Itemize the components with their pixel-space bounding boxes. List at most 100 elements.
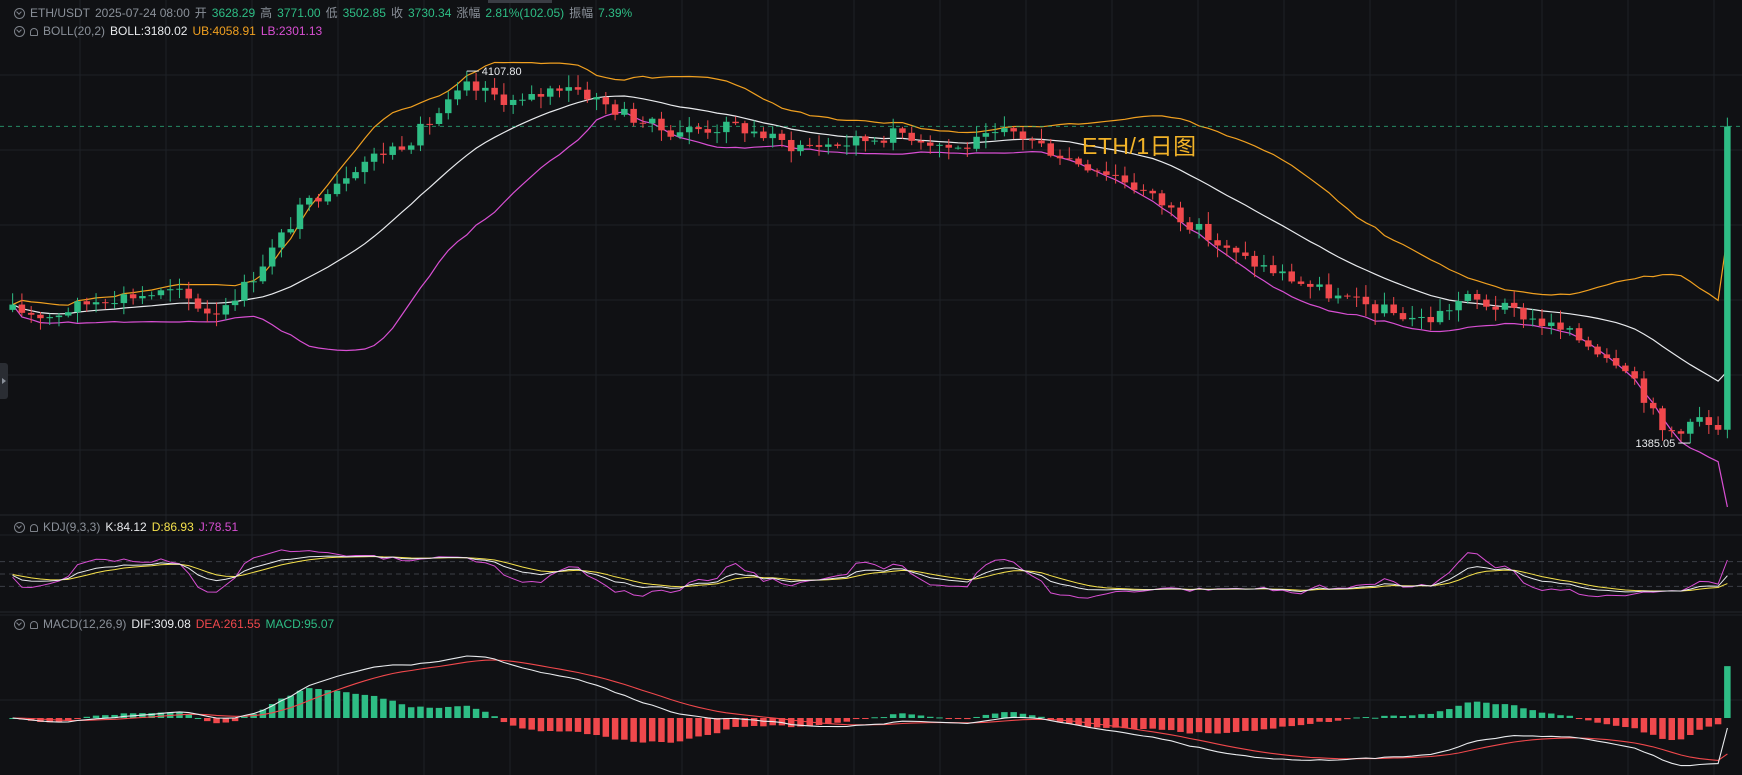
- candle: [139, 286, 146, 305]
- macd-histogram-bar: [686, 718, 693, 739]
- candle-body: [686, 127, 693, 133]
- candle: [852, 130, 860, 156]
- macd-histogram-bar: [278, 698, 285, 718]
- candle: [1093, 168, 1101, 177]
- candle: [723, 116, 730, 144]
- candle-body: [454, 90, 461, 100]
- boll-mid-value: BOLL:3180.02: [110, 24, 188, 38]
- candle-body: [908, 132, 915, 141]
- macd-histogram-bar: [120, 713, 128, 718]
- candle: [426, 117, 433, 135]
- candle-body: [1316, 284, 1323, 287]
- candle-body: [639, 122, 647, 124]
- macd-histogram-bar: [927, 716, 934, 718]
- macd-histogram-bar: [222, 718, 230, 723]
- macd-histogram-bar: [565, 718, 573, 732]
- macd-histogram-bar: [509, 718, 517, 726]
- panel-tab[interactable]: [488, 0, 552, 3]
- candle-body: [1307, 283, 1314, 287]
- candle: [1028, 136, 1036, 149]
- candle-body: [630, 108, 637, 123]
- candle: [917, 134, 925, 150]
- candle: [46, 313, 53, 325]
- candle-body: [1066, 158, 1073, 160]
- candle: [732, 116, 739, 126]
- candle-body: [565, 87, 573, 91]
- candle: [556, 85, 563, 98]
- candle: [843, 134, 851, 155]
- candle: [1167, 202, 1175, 217]
- candle: [231, 289, 239, 311]
- candle-body: [1520, 307, 1527, 320]
- collapse-toggle-icon[interactable]: [14, 619, 25, 630]
- candle-body: [519, 99, 526, 101]
- candle-body: [1649, 402, 1657, 409]
- candle-body: [584, 89, 591, 100]
- macd-histogram-bar: [556, 718, 563, 732]
- macd-histogram-bar: [1381, 715, 1388, 718]
- bell-icon[interactable]: [30, 621, 38, 629]
- bell-icon[interactable]: [30, 28, 38, 36]
- candle-body: [426, 123, 433, 125]
- collapse-toggle-icon[interactable]: [14, 8, 25, 19]
- macd-histogram-bar: [352, 693, 359, 718]
- candle-body: [278, 232, 285, 248]
- candle-body: [1093, 170, 1101, 172]
- candle-body: [1121, 175, 1129, 183]
- candle-body: [528, 94, 535, 100]
- candle-body: [259, 266, 267, 282]
- macd-histogram-bar: [1223, 718, 1231, 733]
- candle: [343, 166, 350, 192]
- candle: [1473, 289, 1481, 310]
- candle-body: [296, 204, 304, 230]
- candle: [417, 116, 424, 152]
- candle-body: [370, 153, 378, 162]
- candle: [1631, 366, 1638, 385]
- collapse-toggle-icon[interactable]: [14, 26, 25, 37]
- sidebar-expand-handle[interactable]: [0, 363, 8, 399]
- candle-body: [352, 172, 359, 179]
- macd-histogram-bar: [472, 708, 480, 718]
- candle: [1177, 201, 1184, 232]
- candle-body: [231, 300, 239, 306]
- candle: [1279, 264, 1286, 281]
- candle: [1408, 306, 1416, 327]
- candle-body: [1362, 296, 1370, 305]
- candle-body: [1205, 223, 1212, 241]
- macd-histogram-bar: [1510, 705, 1518, 718]
- boll-lower-value: LB:2301.13: [260, 24, 323, 38]
- macd-histogram-bar: [37, 718, 44, 722]
- candle-body: [46, 317, 53, 319]
- macd-histogram-bar: [1473, 701, 1481, 718]
- macd-histogram-bar: [417, 706, 424, 718]
- macd-histogram-bar: [1575, 718, 1583, 719]
- macd-histogram-bar: [1195, 718, 1203, 733]
- candle: [991, 123, 999, 141]
- macd-histogram-bar: [407, 707, 415, 718]
- candle-body: [1158, 193, 1166, 206]
- macd-histogram-bar: [204, 718, 211, 722]
- candle: [120, 286, 128, 315]
- candle-body: [1279, 271, 1286, 274]
- candle-body: [1687, 421, 1694, 434]
- candle-body: [333, 183, 341, 195]
- collapse-toggle-icon[interactable]: [14, 522, 25, 533]
- macd-hist-value: MACD:95.07: [265, 617, 335, 631]
- candle-body: [982, 133, 990, 137]
- bell-icon[interactable]: [30, 524, 38, 532]
- candle-body: [213, 313, 220, 315]
- candle-body: [1455, 300, 1462, 311]
- candle: [1566, 325, 1574, 336]
- macd-histogram-bar: [862, 718, 869, 719]
- macd-histogram-bar: [1093, 718, 1101, 728]
- boll-name: BOLL(20,2): [43, 24, 106, 38]
- macd-histogram-bar: [834, 718, 841, 723]
- candle: [528, 85, 535, 102]
- macd-histogram-bar: [1140, 718, 1147, 730]
- macd-histogram-bar: [1158, 718, 1166, 730]
- macd-histogram-bar: [593, 718, 600, 736]
- macd-histogram-bar: [1483, 702, 1490, 718]
- macd-histogram-bar: [157, 712, 165, 718]
- candle-body: [806, 144, 813, 146]
